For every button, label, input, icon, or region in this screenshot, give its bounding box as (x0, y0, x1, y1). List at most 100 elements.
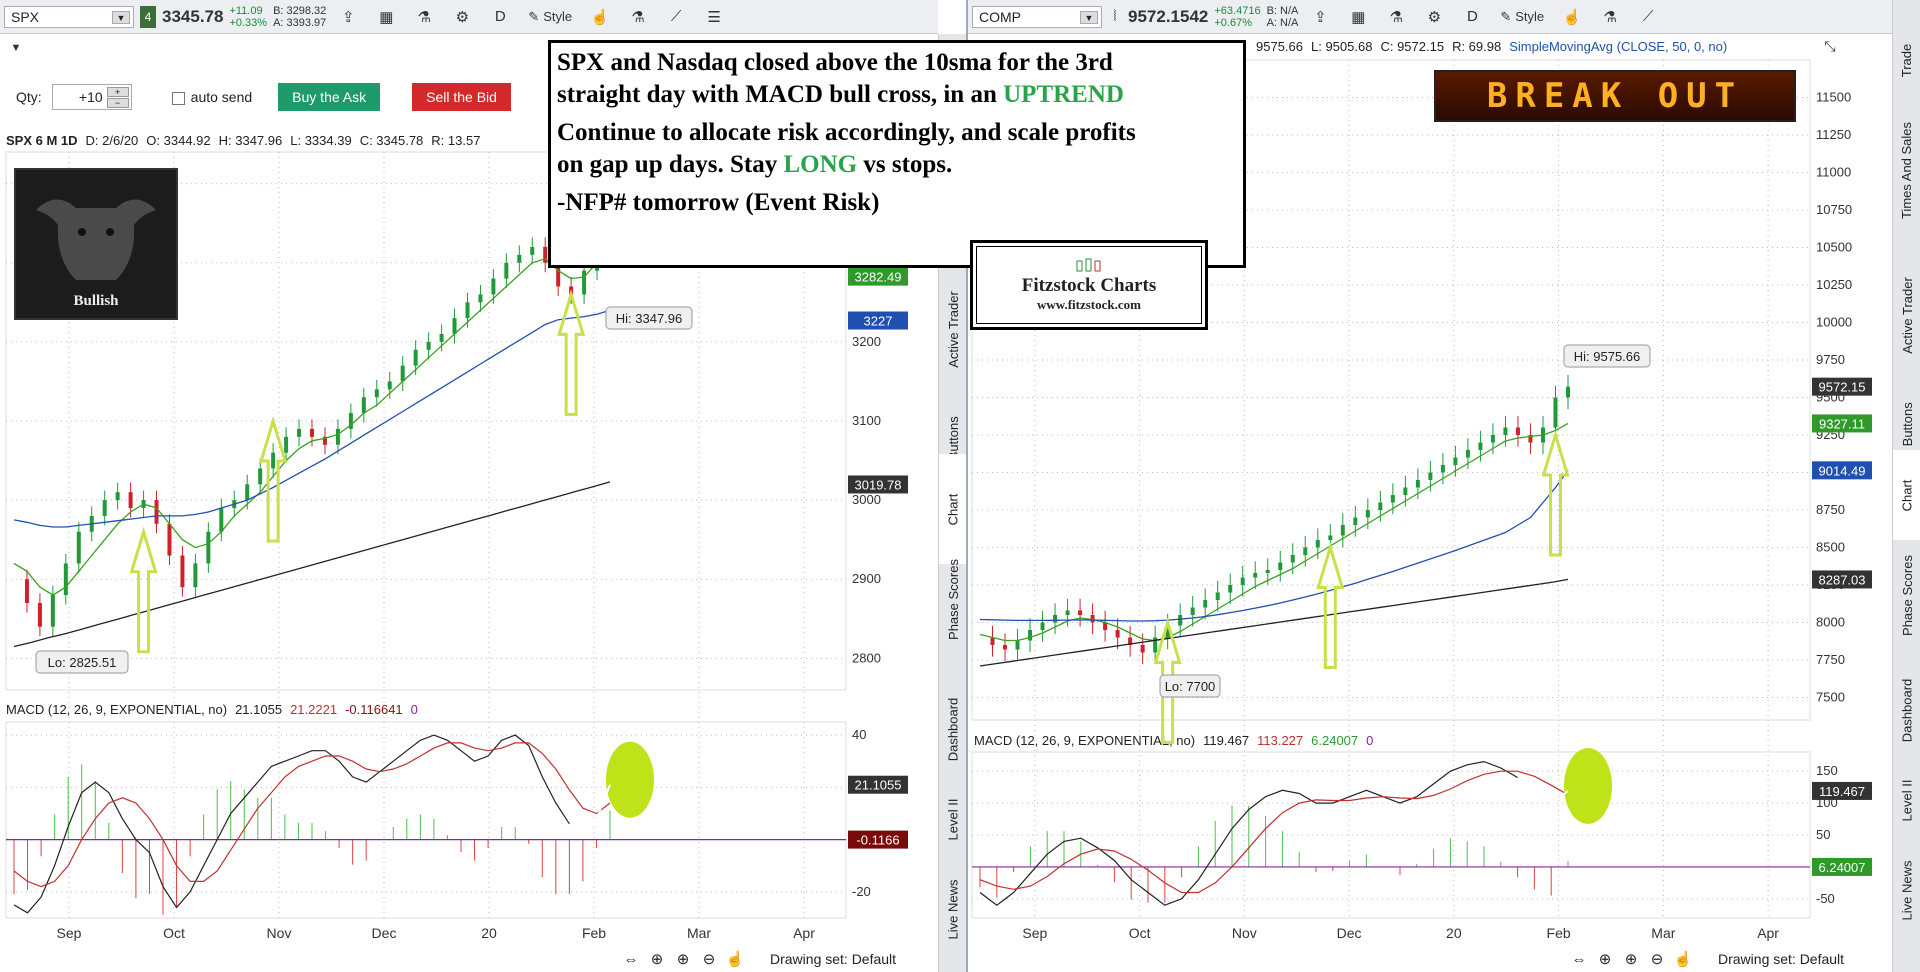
tab-level-ii[interactable]: Level II (1899, 779, 1915, 821)
qty-input[interactable]: +10 + − (51, 84, 132, 110)
calendar-icon[interactable]: ▦ (379, 8, 394, 26)
left-ask: A: 3393.97 (273, 16, 327, 29)
style-button[interactable]: ✎ Style (528, 8, 573, 25)
y-tick-label: 10250 (1816, 277, 1852, 292)
flask-icon[interactable]: ⚗ (1389, 8, 1404, 26)
candle-body (258, 468, 263, 485)
axis-price-tag (848, 311, 908, 330)
tab-live-news[interactable]: Live News (945, 879, 961, 939)
drawing-set[interactable]: Drawing set: Default (770, 951, 897, 967)
lo-annotation-box (35, 650, 129, 674)
tab-trade[interactable]: Trade (1899, 43, 1915, 77)
candle-body (1503, 427, 1508, 435)
left-symbol-input[interactable]: SPX ▼ (4, 5, 134, 28)
pan-icon[interactable]: ⇔ (1571, 950, 1587, 968)
calendar-icon[interactable]: ▦ (1351, 8, 1366, 26)
candle-body (63, 563, 68, 596)
x-tick-label: Sep (57, 925, 82, 941)
hand-icon[interactable]: ☝ (1562, 8, 1582, 26)
candle-body (504, 262, 509, 279)
candle-body (1553, 397, 1558, 428)
tab-chart[interactable]: Chart (1893, 450, 1920, 540)
study-icon[interactable]: ⚗ (631, 8, 645, 26)
auto-send-checkbox[interactable]: auto send (171, 89, 252, 105)
zoom-out-icon[interactable]: ⊖ (702, 951, 716, 968)
candle-body (193, 563, 198, 588)
comp-chart[interactable]: 7500775080008250850087509000925095009750… (968, 0, 1894, 972)
candle-body (1303, 547, 1308, 555)
candle-body (517, 254, 522, 263)
spx-chart[interactable]: 2800290030003100320033003400SepOctNovDec… (0, 0, 938, 972)
drawing-set[interactable]: Drawing set: Default (1718, 951, 1845, 967)
right-change-pct: +0.67% (1214, 16, 1252, 29)
candle-body (1290, 555, 1295, 563)
tab-active-trader[interactable]: Active Trader (1899, 276, 1915, 354)
share-icon[interactable]: ⇪ (1314, 8, 1327, 26)
x-tick-label: 20 (1446, 925, 1462, 941)
tab-dashboard[interactable]: Dashboard (1899, 678, 1915, 742)
x-tick-label: Sep (1022, 925, 1047, 941)
right-symbol-input[interactable]: COMP ▼ (972, 5, 1102, 28)
candle-body (1566, 386, 1570, 398)
pointer-icon[interactable]: ☝ (725, 951, 745, 968)
candle-body (128, 492, 133, 509)
axis-price-tag-label: 9327.11 (1819, 416, 1865, 431)
tab-phase-scores[interactable]: Phase Scores (945, 558, 961, 640)
crosshair-icon[interactable]: ⊕ (650, 951, 664, 968)
macd-cross-line (1516, 776, 1569, 805)
study-icon[interactable]: ⚗ (1603, 8, 1617, 26)
sell-the-bid-button[interactable]: Sell the Bid (412, 83, 511, 111)
logo-url: www.fitzstock.com (1037, 297, 1141, 312)
buy-the-ask-button[interactable]: Buy the Ask (278, 83, 381, 111)
style-icon: ✎ (1500, 8, 1512, 24)
chevron-down-icon[interactable]: ▼ (1080, 10, 1098, 24)
x-tick-label: Dec (1337, 925, 1362, 941)
axis-price-tag (848, 267, 908, 286)
gear-icon[interactable]: ⚙ (1427, 8, 1442, 26)
candle-body (478, 294, 483, 303)
gear-icon[interactable]: ⚙ (455, 8, 470, 26)
zoom-out-icon[interactable]: ⊖ (1650, 951, 1664, 968)
period-button[interactable]: D (1466, 8, 1478, 25)
qty-down-button[interactable]: − (106, 98, 129, 108)
fitzstock-logo: Fitzstock Charts www.fitzstock.com (970, 240, 1208, 330)
menu-icon[interactable]: ☰ (707, 8, 721, 26)
left-macd-header: MACD (12, 26, 9, EXPONENTIAL, no) 21.1055… (0, 697, 840, 721)
collapse-chevron-icon[interactable]: ▼ (10, 42, 22, 54)
flask-icon[interactable]: ⚗ (417, 8, 432, 26)
candle-body (1153, 637, 1158, 653)
candle-body (310, 428, 314, 437)
zoom-in-icon[interactable]: ⊕ (676, 951, 690, 968)
collapse-icon[interactable]: ⤡ (1824, 37, 1836, 54)
hand-icon[interactable]: ☝ (590, 8, 610, 26)
pointer-icon[interactable]: ☝ (1673, 951, 1693, 968)
pan-icon[interactable]: ⇔ (623, 950, 639, 968)
drawing-icon[interactable]: ⟋ (670, 8, 682, 25)
tab-chart[interactable]: Chart (939, 454, 967, 564)
bullish-label: Bullish (73, 293, 119, 309)
tab-active-trader[interactable]: Active Trader (945, 290, 961, 368)
tab-phase-scores[interactable]: Phase Scores (1899, 554, 1915, 636)
tab-times-and-sales[interactable]: Times And Sales (1899, 121, 1915, 219)
share-icon[interactable]: ⇪ (342, 8, 355, 26)
style-button[interactable]: ✎ Style (1500, 8, 1545, 25)
right-toolbar: COMP ▼ ⦚ 9572.1542 +63.4716 +0.67% B: N/A A… (968, 0, 1892, 34)
y-tick-label: 11500 (1816, 90, 1851, 105)
crosshair-icon[interactable]: ⊕ (1598, 951, 1612, 968)
drawing-icon[interactable]: ⟋ (1642, 8, 1654, 25)
x-tick-label: Feb (1547, 925, 1571, 941)
macd-hist-tag (1812, 857, 1872, 876)
macd-y-tick-label: -20 (852, 884, 871, 899)
period-button[interactable]: D (494, 8, 506, 25)
chevron-down-icon[interactable]: ▼ (112, 10, 130, 24)
axis-price-tag-label: 3019.78 (855, 477, 902, 492)
tab-live-news[interactable]: Live News (1899, 860, 1915, 920)
candle-body (37, 602, 42, 627)
zoom-in-icon[interactable]: ⊕ (1624, 951, 1638, 968)
bull-silhouette-icon (36, 199, 156, 280)
link-icon[interactable]: ⦚ (1113, 8, 1117, 25)
macd-hist-tag-label: -0.1166 (856, 833, 899, 848)
candle-body (1378, 502, 1383, 510)
qty-up-button[interactable]: + (106, 87, 129, 97)
link-badge[interactable]: 4 (140, 5, 156, 28)
